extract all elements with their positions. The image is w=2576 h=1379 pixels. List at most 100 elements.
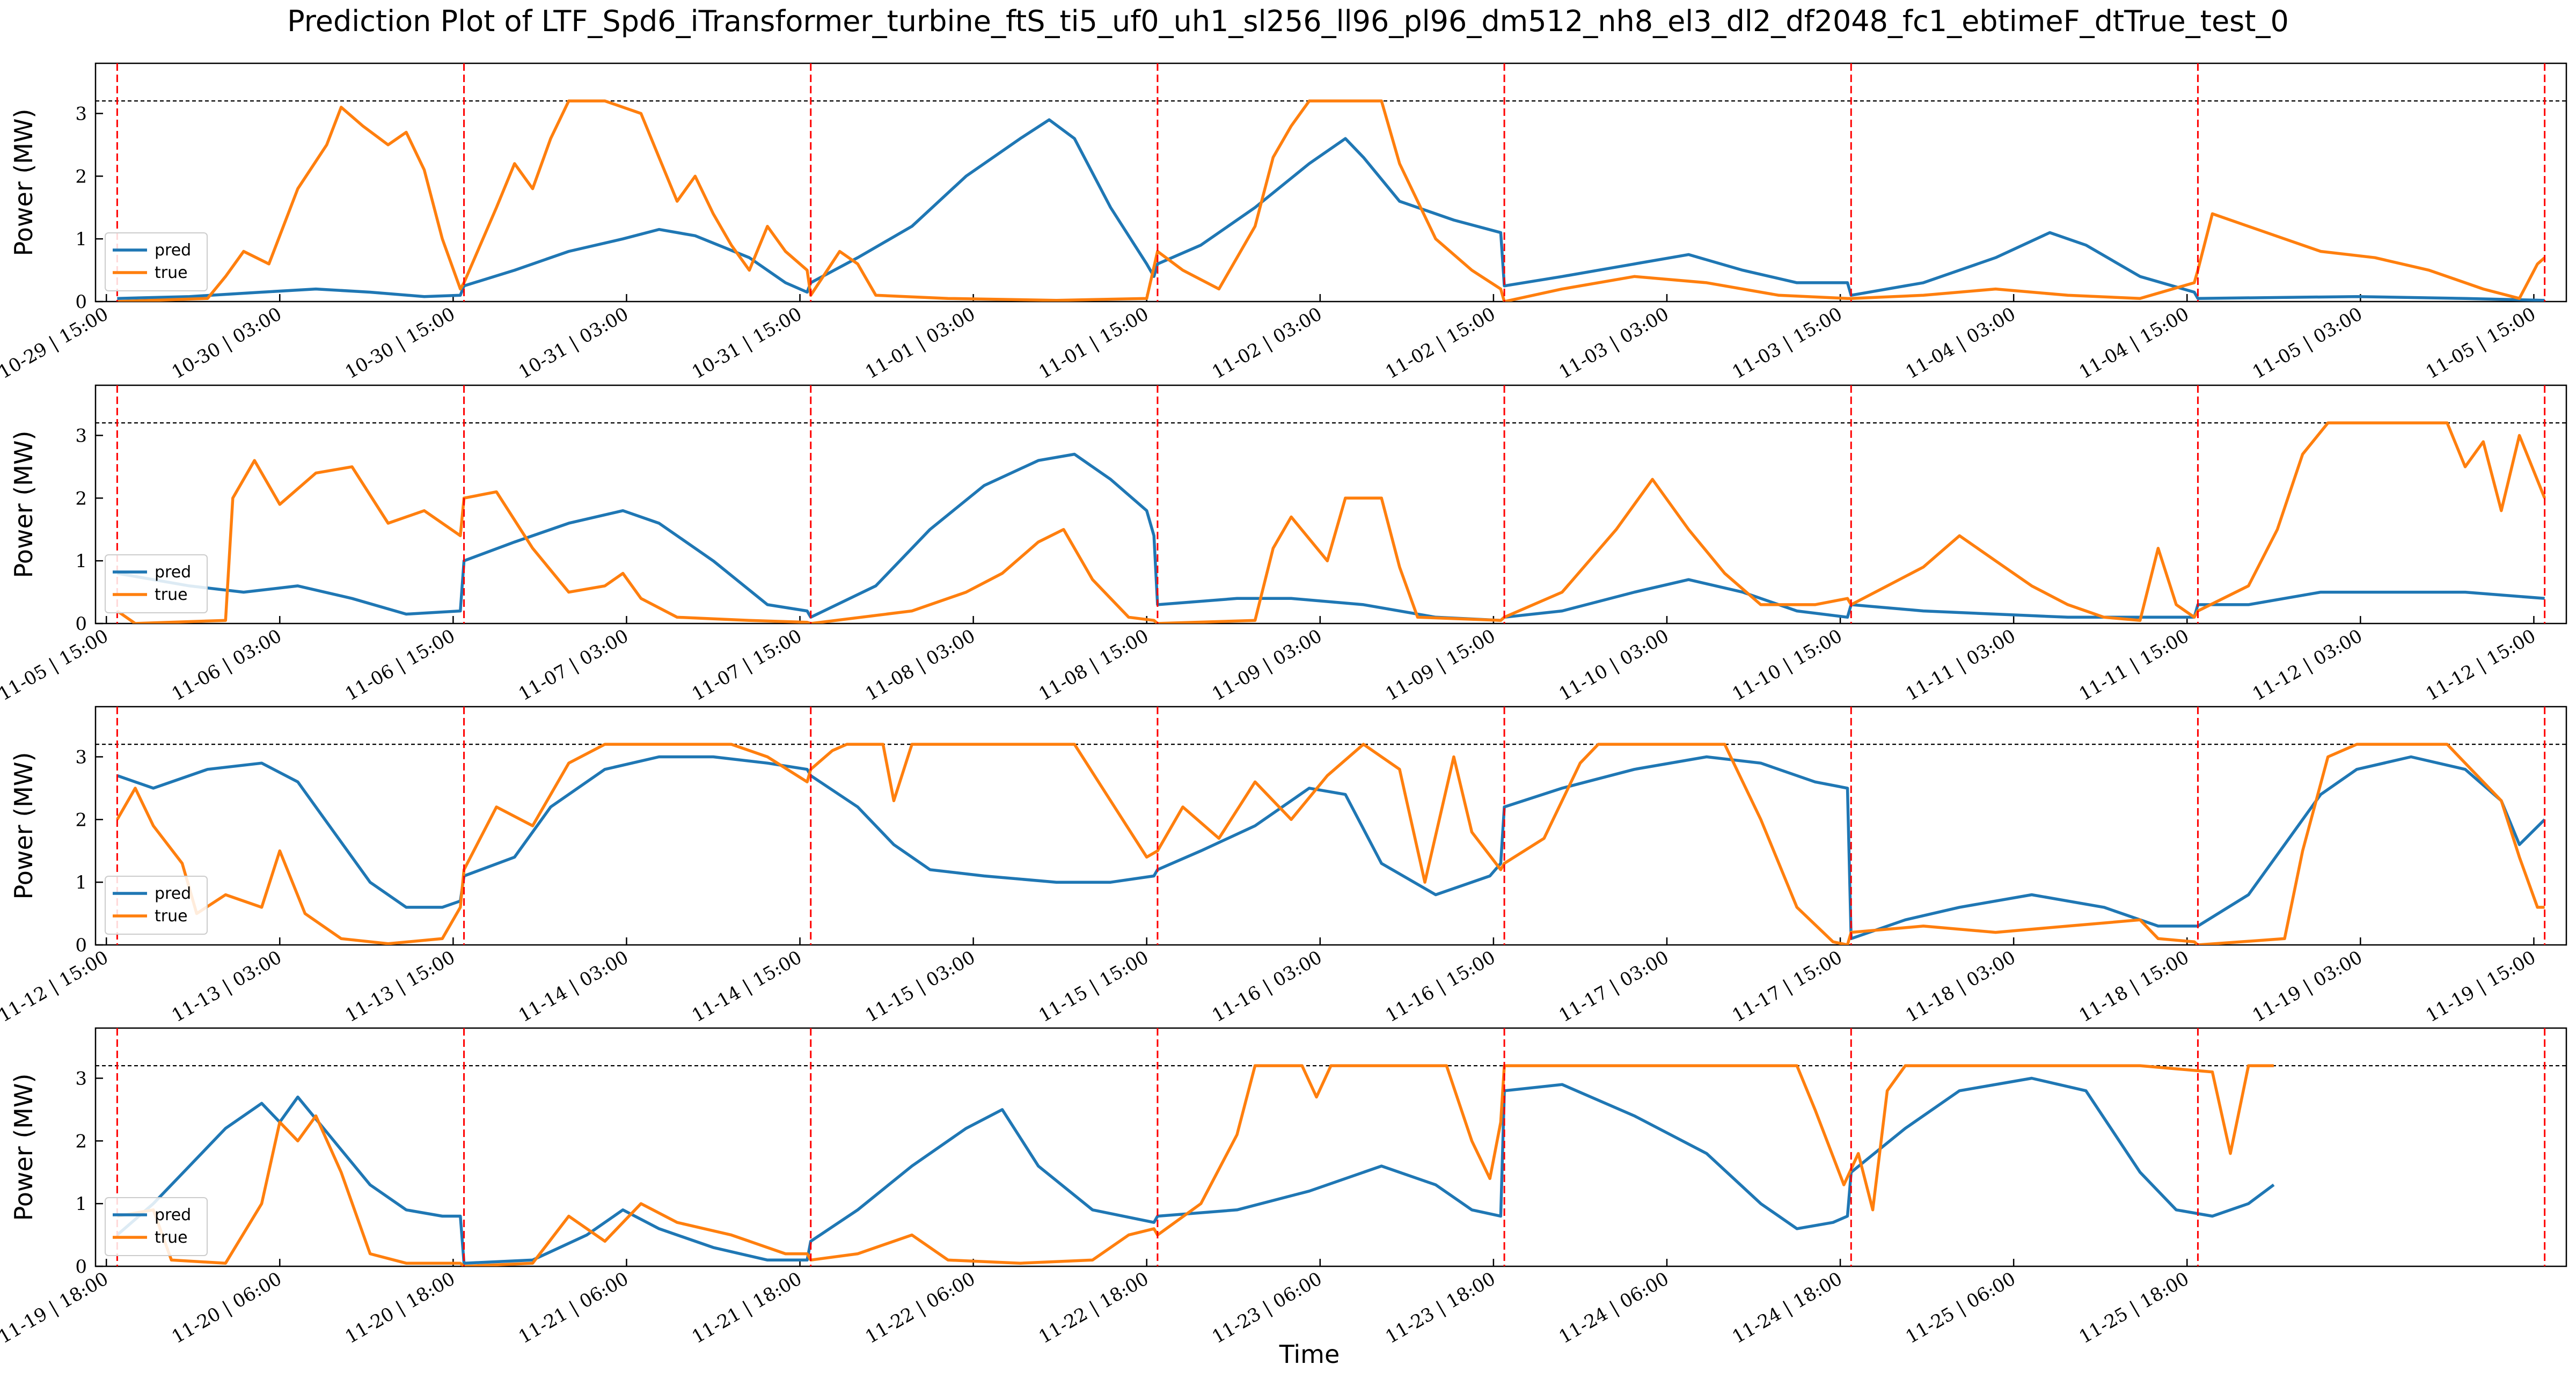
x-tick-label: 11-25 | 18:00 [2075,1268,2192,1348]
series-line-true [117,99,2546,302]
series-line-pred [116,755,2546,941]
legend: pred true [105,232,208,291]
x-tick-label: 11-09 | 15:00 [1382,625,1499,705]
x-tick-label: 11-07 | 03:00 [515,625,632,705]
x-tick-label: 11-19 | 15:00 [2423,947,2540,1026]
y-tick-label: 3 [75,103,87,124]
x-tick-label: 11-15 | 15:00 [1035,947,1152,1026]
series-line-pred [116,452,2545,622]
x-tick-label: 11-16 | 15:00 [1382,947,1499,1026]
figure-title: Prediction Plot of LTF_Spd6_iTransformer… [287,4,2289,38]
x-tick-label: 11-20 | 18:00 [341,1268,458,1348]
y-tick-label: 2 [75,1131,87,1152]
x-tick-label: 11-20 | 06:00 [168,1268,285,1348]
y-tick-label: 0 [75,291,87,313]
x-tick-label: 11-14 | 03:00 [515,947,632,1026]
y-tick-label: 3 [75,746,87,768]
x-tick-label: 11-03 | 03:00 [1555,303,1672,383]
subplot-2: 0 1 2 3 Power (MW) 11-05 | 15:00 11-06 | 03:00… [0,384,2567,705]
x-tick-label: 11-08 | 15:00 [1035,625,1152,705]
legend-label-true: true [155,585,188,604]
plot-area [96,63,2566,302]
x-tick-label: 11-18 | 15:00 [2075,947,2192,1026]
y-tick-label: 0 [75,613,87,635]
y-axis-label: Power (MW) [9,1074,38,1221]
x-tick-label: 11-24 | 06:00 [1555,1268,1672,1348]
legend-box [105,876,208,935]
y-tick-label: 1 [75,1193,87,1215]
x-tick-label: 11-24 | 18:00 [1729,1268,1846,1348]
y-tick-label: 1 [75,872,87,893]
legend-label-pred: pred [155,563,191,582]
x-tick-label: 11-05 | 15:00 [0,625,112,705]
plot-area [96,707,2566,945]
x-tick-label: 11-16 | 03:00 [1209,947,1326,1026]
x-tick-label: 10-30 | 03:00 [168,303,285,383]
legend-label-true: true [155,263,188,282]
plot-area [96,385,2566,624]
plot-frame [94,706,2567,946]
x-tick-label: 11-13 | 15:00 [341,947,458,1026]
x-tick-label: 11-06 | 15:00 [341,625,458,705]
legend: pred true [105,554,208,613]
y-tick-label: 2 [75,166,87,187]
x-tick-label: 11-04 | 03:00 [1902,303,2019,383]
x-tick-label: 11-15 | 03:00 [862,947,979,1026]
y-tick-label: 0 [75,935,87,956]
x-tick-label: 11-17 | 03:00 [1555,947,1672,1026]
x-tick-label: 11-10 | 15:00 [1729,625,1846,705]
legend-label-pred: pred [155,1206,191,1224]
y-tick-label: 1 [75,551,87,572]
y-axis-label: Power (MW) [9,109,38,256]
x-tick-label: 11-17 | 15:00 [1729,947,1846,1026]
y-tick-label: 0 [75,1256,87,1278]
x-tick-label: 11-12 | 15:00 [0,947,112,1026]
series-line-pred [117,118,2545,302]
x-axis-label: Time [1279,1340,1340,1369]
x-tick-label: 11-05 | 03:00 [2249,303,2366,383]
legend: pred true [105,1197,208,1256]
subplot-panels: 0 1 2 3 Power (MW) 10-29 | 15:00 10-30 | 03:00… [0,62,2567,1348]
series-line-pred [116,1076,2275,1265]
y-tick-label: 2 [75,488,87,509]
x-tick-label: 11-11 | 15:00 [2075,625,2192,705]
x-tick-label: 10-31 | 15:00 [689,303,806,383]
x-tick-label: 11-13 | 03:00 [168,947,285,1026]
plot-frame [94,1027,2567,1267]
legend-box [105,232,208,291]
legend-label-true: true [155,1228,188,1247]
x-tick-label: 11-12 | 15:00 [2423,625,2540,705]
x-tick-label: 11-23 | 06:00 [1209,1268,1326,1348]
subplot-4: 0 1 2 3 Power (MW) 11-19 | 18:00 11-20 | 06:00… [0,1027,2567,1348]
x-tick-label: 10-29 | 15:00 [0,303,112,383]
legend-box [105,1197,208,1256]
x-tick-label: 11-25 | 06:00 [1902,1268,2019,1348]
x-tick-label: 11-02 | 03:00 [1209,303,1326,383]
x-tick-label: 11-10 | 03:00 [1555,625,1672,705]
x-tick-label: 11-23 | 18:00 [1382,1268,1499,1348]
x-tick-label: 11-04 | 15:00 [2075,303,2192,383]
plot-frame [94,62,2567,303]
y-tick-label: 3 [75,425,87,446]
x-tick-label: 11-19 | 03:00 [2249,947,2366,1026]
x-tick-label: 11-14 | 15:00 [689,947,806,1026]
plot-frame [94,384,2567,625]
legend-label-pred: pred [155,241,191,260]
x-tick-label: 11-07 | 15:00 [689,625,806,705]
legend-label-true: true [155,907,188,926]
subplot-1: 0 1 2 3 Power (MW) 10-29 | 15:00 10-30 | 03:00… [0,62,2567,383]
x-tick-label: 11-12 | 03:00 [2249,625,2366,705]
y-tick-label: 3 [75,1068,87,1089]
x-tick-label: 11-18 | 03:00 [1902,947,2019,1026]
y-tick-label: 1 [75,229,87,250]
x-tick-label: 11-01 | 15:00 [1035,303,1152,383]
x-tick-label: 11-11 | 03:00 [1902,625,2019,705]
x-tick-label: 11-06 | 03:00 [168,625,285,705]
x-tick-label: 11-19 | 18:00 [0,1268,112,1348]
x-tick-label: 10-30 | 15:00 [341,303,458,383]
series-line-true [116,1064,2274,1266]
x-tick-label: 11-02 | 15:00 [1382,303,1499,383]
y-axis-label: Power (MW) [9,752,38,900]
